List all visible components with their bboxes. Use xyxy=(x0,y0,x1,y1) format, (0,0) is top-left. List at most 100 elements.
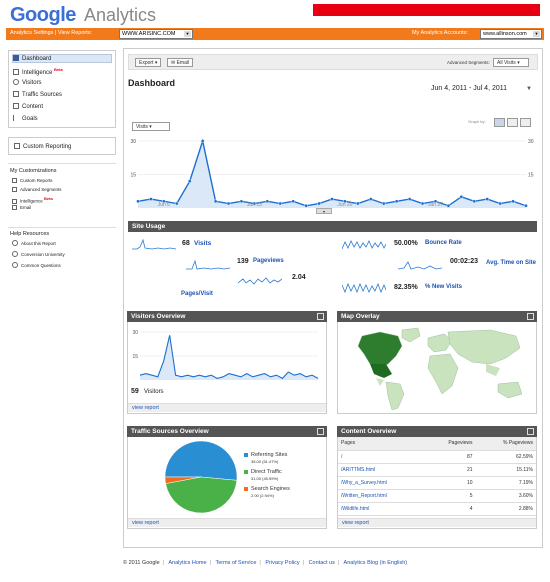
account-select[interactable]: www.allinson.com ▼ xyxy=(480,29,542,39)
data-point[interactable] xyxy=(226,201,231,206)
sidebar-item-label: Dashboard xyxy=(22,56,52,62)
intelligence-link[interactable]: Intelligence Beta xyxy=(12,196,53,204)
map-overlay-title: Map Overlay xyxy=(341,313,380,320)
sidebar-item-content[interactable]: Content xyxy=(13,103,43,110)
segment-select[interactable]: All Visits ▾ xyxy=(493,58,529,67)
data-point[interactable] xyxy=(472,199,477,204)
sidebar-item-goals[interactable]: Goals xyxy=(13,115,38,122)
beta-badge: Beta xyxy=(44,196,53,201)
graph-by-day-button[interactable] xyxy=(494,118,505,127)
x-tick-label: Jun 13 xyxy=(247,202,262,208)
expand-icon[interactable] xyxy=(317,428,324,435)
footer-link-terms[interactable]: Terms of Service xyxy=(215,560,257,566)
page-link[interactable]: /ARITTMS.html xyxy=(338,463,425,477)
new-visits-link[interactable]: % New Visits xyxy=(425,284,462,290)
data-point[interactable] xyxy=(136,199,140,204)
data-point[interactable] xyxy=(330,197,334,201)
data-point[interactable] xyxy=(381,201,386,206)
x-tick-label: Jun 20 xyxy=(337,202,352,208)
chart-collapse-handle[interactable]: ▾ xyxy=(316,208,332,214)
data-point[interactable] xyxy=(446,203,451,208)
visits-link[interactable]: Visits xyxy=(194,240,212,247)
data-point[interactable] xyxy=(485,197,490,201)
metric-select[interactable]: Visits ▾ xyxy=(132,122,170,131)
footer-link-contact[interactable]: Contact us xyxy=(308,560,335,566)
traffic-view-report-link[interactable]: view report xyxy=(128,518,326,527)
data-point[interactable] xyxy=(291,199,295,204)
chevron-down-icon[interactable]: ▼ xyxy=(526,86,532,92)
pages-per-visit-link[interactable]: Pages/Visit xyxy=(181,291,213,297)
data-point[interactable] xyxy=(368,197,373,201)
bounce-rate-link[interactable]: Bounce Rate xyxy=(425,240,462,246)
chevron-down-icon: ▼ xyxy=(533,31,540,37)
report-toolbar: Export ▾ ✉ Email Advanced Segments: All … xyxy=(128,54,538,70)
data-point[interactable] xyxy=(304,203,308,208)
common-questions-link[interactable]: Common Questions xyxy=(12,262,61,268)
beta-badge: Beta xyxy=(54,67,63,72)
visitors-view-report-link[interactable]: view report xyxy=(128,403,326,412)
data-point[interactable] xyxy=(213,199,218,204)
site-select[interactable]: WWW.ARISINC.COM ▼ xyxy=(119,29,193,39)
data-point[interactable] xyxy=(394,199,399,204)
sidebar-item-traffic-sources[interactable]: Traffic Sources xyxy=(13,91,62,98)
page-link[interactable]: /Wildlife.html xyxy=(338,502,425,516)
data-point[interactable] xyxy=(317,201,321,206)
page-link[interactable]: / xyxy=(338,450,425,464)
about-report-link[interactable]: About this Report xyxy=(12,240,56,246)
graph-by-week-button[interactable] xyxy=(507,118,518,127)
expand-icon[interactable] xyxy=(527,313,534,320)
site-usage-header: Site Usage xyxy=(128,221,537,232)
data-point[interactable] xyxy=(407,197,412,201)
export-button[interactable]: Export ▾ xyxy=(135,58,162,67)
sidebar-item-visitors[interactable]: Visitors xyxy=(13,79,42,86)
footer-link-analytics-home[interactable]: Analytics Home xyxy=(168,560,207,566)
traffic-sources-header: Traffic Sources Overview xyxy=(127,426,327,437)
expand-icon[interactable] xyxy=(317,313,324,320)
advanced-segments-link[interactable]: Advanced Segments xyxy=(12,187,62,192)
date-range[interactable]: Jun 4, 2011 - Jul 4, 2011 xyxy=(431,85,508,92)
avg-time-link[interactable]: Avg. Time on Site xyxy=(486,260,537,266)
data-point[interactable] xyxy=(200,139,205,143)
email-link[interactable]: Email xyxy=(12,205,31,210)
data-point[interactable] xyxy=(498,201,502,206)
footer-link-privacy[interactable]: Privacy Policy xyxy=(265,560,300,566)
data-point[interactable] xyxy=(459,195,464,199)
google-logo[interactable]: Google xyxy=(10,4,76,27)
data-point[interactable] xyxy=(252,201,257,206)
data-point[interactable] xyxy=(162,199,166,204)
page-link[interactable]: /Written_Report.html xyxy=(338,489,425,503)
data-point[interactable] xyxy=(433,199,438,204)
custom-reports-link[interactable]: Custom Reports xyxy=(12,178,53,183)
data-point[interactable] xyxy=(187,179,192,184)
data-point[interactable] xyxy=(420,201,425,206)
data-point[interactable] xyxy=(175,201,179,206)
sidebar-item-label: Intelligence xyxy=(22,70,53,76)
sidebar-item-intelligence[interactable]: Intelligence Beta xyxy=(13,67,63,76)
page-link[interactable]: /Why_a_Survey.html xyxy=(338,476,425,490)
data-point[interactable] xyxy=(356,201,360,206)
sidebar-item-dashboard[interactable]: Dashboard xyxy=(13,55,51,62)
conversion-university-link[interactable]: Conversion University xyxy=(12,251,65,257)
footer-link-blog[interactable]: Analytics Blog (in English) xyxy=(343,560,408,566)
world-map[interactable] xyxy=(340,324,534,412)
data-point[interactable] xyxy=(524,203,528,208)
pie-slice[interactable] xyxy=(164,476,202,484)
data-point[interactable] xyxy=(278,201,283,206)
data-point[interactable] xyxy=(511,199,515,204)
pie-slice[interactable] xyxy=(165,476,238,514)
pageviews-link[interactable]: Pageviews xyxy=(253,258,284,264)
content-view-report-link[interactable]: view report xyxy=(338,518,536,527)
data-point[interactable] xyxy=(239,199,244,204)
pie-slice[interactable] xyxy=(164,440,238,481)
nav-settings-reports[interactable]: Analytics Settings | View Reports: xyxy=(10,30,93,36)
graph-by-month-button[interactable] xyxy=(520,118,531,127)
pageviews-pct-cell: 15.11% xyxy=(475,463,536,477)
avg-time-value: 00:02:23 xyxy=(450,258,479,265)
data-point[interactable] xyxy=(149,197,153,201)
email-button[interactable]: ✉ Email xyxy=(167,58,194,67)
data-point[interactable] xyxy=(265,199,270,204)
expand-icon[interactable] xyxy=(527,428,534,435)
custom-reporting-link[interactable]: Custom Reporting xyxy=(14,143,71,150)
pages-per-visit-sparkline xyxy=(238,277,282,285)
data-point[interactable] xyxy=(343,199,347,204)
